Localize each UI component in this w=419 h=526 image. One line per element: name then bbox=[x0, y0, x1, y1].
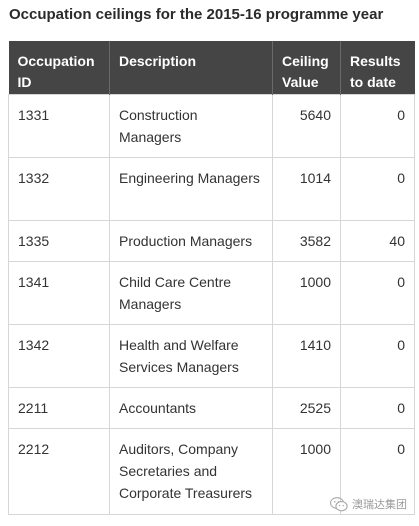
header-description[interactable]: Description bbox=[109, 41, 273, 94]
table-header-row: Occupation ID Description Ceiling Value … bbox=[8, 41, 415, 94]
cell-description: Health and Welfare Services Managers bbox=[109, 323, 273, 388]
cell-occupation-id: 2211 bbox=[8, 386, 110, 429]
cell-ceiling-value: 5640 bbox=[272, 93, 341, 158]
cell-results: 0 bbox=[340, 427, 415, 515]
cell-description: Production Managers bbox=[109, 219, 273, 262]
table-row: 1342 Health and Welfare Services Manager… bbox=[8, 323, 415, 388]
cell-occupation-id: 1341 bbox=[8, 260, 110, 325]
header-ceiling-value[interactable]: Ceiling Value bbox=[272, 41, 341, 94]
cell-ceiling-value: 2525 bbox=[272, 386, 341, 429]
cell-results: 0 bbox=[340, 386, 415, 429]
watermark-text: 澳瑞达集团 bbox=[352, 499, 407, 511]
page-title: Occupation ceilings for the 2015-16 prog… bbox=[9, 6, 384, 23]
cell-occupation-id: 1335 bbox=[8, 219, 110, 262]
table-row: 1332 Engineering Managers 1014 0 bbox=[8, 156, 415, 221]
cell-results: 40 bbox=[340, 219, 415, 262]
cell-description: Construction Managers bbox=[109, 93, 273, 158]
cell-ceiling-value: 1000 bbox=[272, 260, 341, 325]
cell-results: 0 bbox=[340, 323, 415, 388]
cell-occupation-id: 1331 bbox=[8, 93, 110, 158]
cell-results: 0 bbox=[340, 156, 415, 221]
header-occupation-id[interactable]: Occupation ID bbox=[8, 41, 110, 94]
cell-description: Auditors, Company Secretaries and Corpor… bbox=[109, 427, 273, 515]
watermark: 澳瑞达集团 bbox=[330, 496, 407, 512]
cell-ceiling-value: 1000 bbox=[272, 427, 341, 515]
table-row: 1331 Construction Managers 5640 0 bbox=[8, 93, 415, 158]
cell-occupation-id: 1342 bbox=[8, 323, 110, 388]
header-results-to-date[interactable]: Results to date bbox=[340, 41, 415, 94]
cell-description: Engineering Managers bbox=[109, 156, 273, 221]
cell-results: 0 bbox=[340, 93, 415, 158]
table-row: 2211 Accountants 2525 0 bbox=[8, 386, 415, 429]
cell-occupation-id: 2212 bbox=[8, 427, 110, 515]
table-row: 2212 Auditors, Company Secretaries and C… bbox=[8, 427, 415, 515]
cell-description: Accountants bbox=[109, 386, 273, 429]
cell-description: Child Care Centre Managers bbox=[109, 260, 273, 325]
cell-ceiling-value: 1410 bbox=[272, 323, 341, 388]
cell-ceiling-value: 3582 bbox=[272, 219, 341, 262]
wechat-icon bbox=[330, 496, 348, 512]
cell-occupation-id: 1332 bbox=[8, 156, 110, 221]
cell-results: 0 bbox=[340, 260, 415, 325]
table-row: 1335 Production Managers 3582 40 bbox=[8, 219, 415, 262]
table-row: 1341 Child Care Centre Managers 1000 0 bbox=[8, 260, 415, 325]
cell-ceiling-value: 1014 bbox=[272, 156, 341, 221]
occupation-ceilings-table: Occupation ID Description Ceiling Value … bbox=[8, 41, 415, 515]
